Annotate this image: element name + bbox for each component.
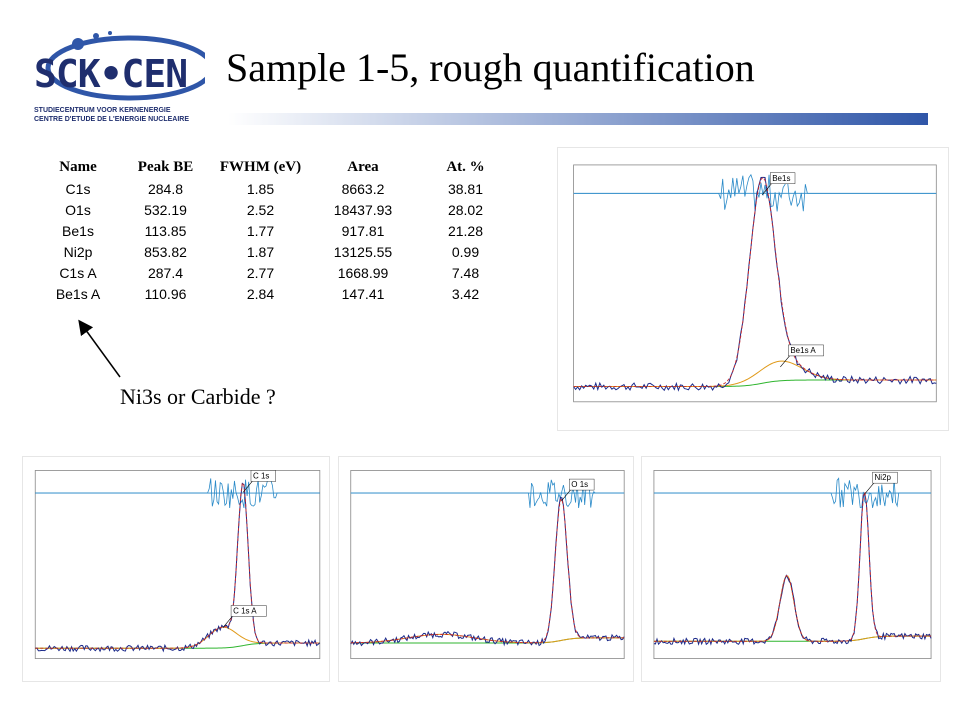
plot-frame [350,470,625,660]
table-cell: 287.4 [147,264,184,281]
table-cell: 147.41 [341,285,385,302]
plot-frame [34,470,321,660]
annotation-label: Ni3s or Carbide ? [120,384,276,409]
column-header: Name [59,159,97,175]
fit-series [573,176,937,387]
table-cell: 110.96 [144,285,187,302]
peak-label-leader [222,615,234,628]
table-row: Be1s 113.85 1.77 917.81 21.28 [38,220,513,241]
sck-cen-logo: SCK•CEN STUDIECENTRUM VOOR KERNENERGIE C… [30,30,205,125]
residual-series [35,478,320,509]
logo-line-1: STUDIECENTRUM VOOR KERNENERGIE [34,107,171,114]
table-cell: 532.19 [144,201,187,218]
spectrum-series [573,176,937,392]
logo-line-2: CENTRE D'ETUDE DE L'ENERGIE NUCLEAIRE [34,116,190,123]
spectrum-series [35,482,321,653]
table-cell: 284.8 [147,180,184,197]
peak-label: C 1s A [233,606,257,615]
spectrum-series [350,496,625,647]
fit-series [350,498,625,644]
spectrum-series [653,492,932,646]
table-cell: 1.77 [246,222,275,239]
table-cell: 1668.99 [337,264,389,281]
plot-frame [573,164,937,403]
table-cell: 1.87 [246,243,275,260]
page-title: Sample 1-5, rough quantification [226,45,755,90]
residual-series [653,477,932,508]
spectrum-chart: C 1s C 1s A [34,470,321,660]
table-cell: Ni2p [63,243,93,260]
component-series [653,575,932,642]
peak-label: O 1s [571,480,588,489]
table-cell: O1s [65,201,91,218]
table-cell: 18437.93 [333,201,393,218]
table-row: C1s 284.8 1.85 8663.2 38.81 [38,178,513,199]
table-cell: Be1s [62,222,94,239]
table-cell: 1.85 [246,180,275,197]
table-cell: Be1s A [55,285,101,302]
peak-label-leader [242,480,254,493]
column-header: Peak BE [137,159,194,175]
peak-label: Be1s A [790,346,816,355]
peak-label-box [770,172,796,184]
table-cell: 2.84 [246,285,275,302]
table-cell: 853.82 [144,243,187,260]
spectrum-plot-ni2p: Ni2p [641,456,941,682]
table-header: Name Peak BE FWHM (eV) Area At. % [38,157,513,178]
peak-label-box [230,605,267,617]
table-cell: C1s A [59,264,97,281]
spectrum-plot-o1s: O 1s [338,456,634,682]
peak-label: Be1s [772,174,790,183]
table-row: Be1s A 110.96 2.84 147.41 3.42 [38,283,513,304]
table-cell: 8663.2 [341,180,385,197]
plot-frame [653,470,932,660]
table-row: Ni2p 853.82 1.87 13125.55 0.99 [38,241,513,262]
table-cell: C1s [65,180,91,197]
logo-swoosh-icon [45,31,205,101]
table-cell: 2.52 [246,201,275,218]
peak-label-leader [561,488,572,502]
table-row: C1s A 287.4 2.77 1668.99 7.48 [38,262,513,283]
table-cell: 2.77 [246,264,275,281]
peak-label-leader [864,481,875,495]
title-gradient-bar [228,113,928,125]
spectrum-chart: Ni2p [653,470,932,660]
table-cell: 13125.55 [333,243,393,260]
table-cell: 38.81 [447,180,484,197]
table-row: O1s 532.19 2.52 18437.93 28.02 [38,199,513,220]
table-cell: 917.81 [341,222,385,239]
logo-brand: SCK•CEN [34,52,188,96]
residual-series [350,479,625,509]
peak-label-box [872,471,898,484]
table-cell: 21.28 [447,222,484,239]
table-cell: 0.99 [451,243,480,260]
spectrum-chart: Be1s Be1s A [573,164,937,403]
fit-series [35,481,320,649]
table-cell: 3.42 [451,285,480,302]
quantification-table: Name Peak BE FWHM (eV) Area At. % C1s 28… [38,157,513,304]
fit-series [653,491,932,642]
component-series [35,626,320,649]
peak-label-leader [761,182,773,195]
table-cell: 7.48 [451,264,480,281]
peak-label-box [569,478,595,491]
peak-label-box [250,470,276,482]
spectrum-plot-c1s: C 1s C 1s A [22,456,330,682]
peak-label-box [788,344,824,357]
spectrum-chart: O 1s [350,470,625,660]
column-header: FWHM (eV) [219,159,302,175]
peak-label: C 1s [253,471,269,480]
peak-label: Ni2p [875,473,892,482]
table-cell: 113.85 [144,222,187,239]
column-header: At. % [446,159,485,175]
spectrum-plot-be1s: Be1s Be1s A [557,147,949,431]
column-header: Area [347,159,379,175]
peak-label-leader [780,354,791,368]
component-series [573,360,937,388]
table-cell: 28.02 [447,201,484,218]
